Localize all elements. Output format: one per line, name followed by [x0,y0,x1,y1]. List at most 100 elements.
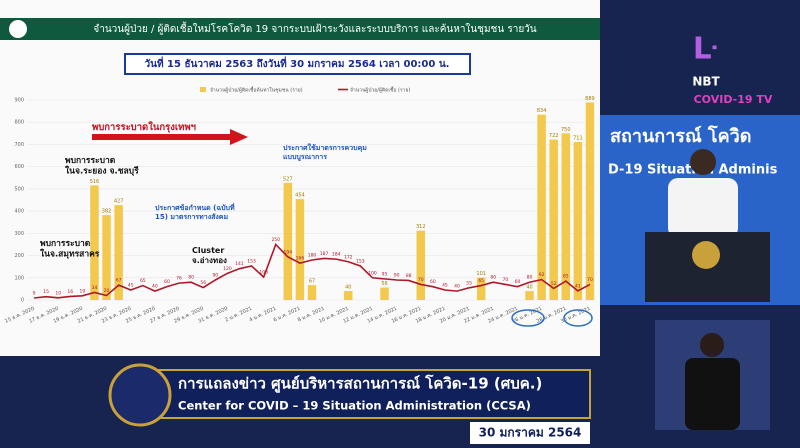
bar-value-label: 527 [283,176,293,182]
line-value-label: 153 [247,259,256,265]
bar-value-label: 889 [585,96,595,102]
bar-value-label: 40 [345,285,351,291]
line-value-label: 88 [406,273,412,279]
y-tick-label: 800 [14,120,24,126]
annotation: พบการระบาดในจ.สมุทรสาคร [40,239,100,260]
bar [283,182,293,300]
bar [537,114,546,301]
slide-header [0,18,600,40]
bar-value-label: 454 [295,193,305,199]
bar [90,185,99,300]
line-value-label: 80 [527,275,533,281]
bar [114,205,123,300]
line-value-label: 56 [200,280,206,286]
podium-emblem [692,241,720,269]
chart-title: จำนวนผู้ป่วย / ผู้ติดเชื้อใหม่โรคโควิด 1… [93,21,536,35]
line-value-label: 65 [478,278,484,284]
legend-label: จำนวนผู้ป่วย/ผู้ติดเชื้อ (ราย) [350,85,410,94]
line [33,242,591,299]
line-value-label: 60 [164,279,170,285]
bar [476,277,486,300]
y-tick-label: 400 [14,209,24,215]
bar-value-label: 382 [102,209,112,215]
bar-value-label: 67 [309,279,315,285]
bar [585,102,595,300]
line-value-label: 90 [212,273,218,279]
line-value-label: 52 [551,281,557,287]
annotation: พบการระบาดในกรุงเทพฯ [92,121,196,133]
subtitle-box [124,53,471,75]
y-tick-label: 500 [14,186,24,192]
line-value-label: 55 [466,280,472,286]
banner-date: 30 มกราคม 2564 [479,426,582,440]
line-value-label: 65 [140,278,146,284]
line-value-label: 60 [515,279,521,285]
line-value-label: 41 [575,283,581,289]
annotation: พบการระบาดในจ.ระยอง จ.ชลบุรี [65,156,139,177]
bar [561,133,571,300]
y-tick-label: 200 [14,253,24,259]
bar [380,287,389,300]
line-value-label: 19 [80,288,86,294]
line-value-label: 194 [284,249,293,255]
bar-value-label: 56 [381,281,387,287]
line-value-label: 250 [271,237,280,243]
bar [295,199,305,300]
line-value-label: 141 [235,261,244,267]
annotation-arrow [92,129,248,145]
line-value-label: 40 [454,284,460,290]
annotation: ประกาศข้อกำหนด (ฉบับที่ 15) มาตรการทางสัง… [155,202,235,221]
speaker-body [668,178,738,238]
line-value-label: 16 [67,289,73,295]
bar-value-label: 101 [476,271,486,277]
line-value-label: 45 [442,283,448,289]
channel-tag: COVID-19 TV [694,93,773,106]
line-value-label: 70 [587,277,593,283]
annotation: Cluster จ.อ่างทอง [192,246,227,265]
bar [102,215,111,300]
line-value-label: 187 [320,251,329,257]
line-value-label: 70 [418,277,424,283]
banner-title: การแถลงข่าว ศูนย์บริหารสถานการณ์ โควิด-1… [178,374,542,394]
line-value-label: 95 [382,271,388,277]
bar-value-label: 312 [416,224,426,230]
highlight-circle [563,309,593,327]
channel-logo: ᒷ [693,32,719,67]
backdrop-text: สถานการณ์ โควิด [610,125,751,147]
line-value-label: 90 [394,273,400,279]
banner-subtitle: Center for COVID – 19 Situation Administ… [178,399,531,413]
bar-value-label: 40 [526,285,532,291]
y-tick-label: 900 [14,98,24,104]
y-tick-label: 300 [14,231,24,237]
bar-value-label: 427 [114,199,124,205]
line-value-label: 9 [33,291,36,297]
line-value-label: 184 [332,252,341,258]
chart-subtitle: วันที่ 15 ธันวาคม 2563 ถึงวันที่ 30 มกรา… [145,56,450,70]
line-value-label: 40 [152,284,158,290]
line-value-label: 67 [116,278,122,284]
highlight-circle [511,309,545,327]
channel-name: NBT [692,75,720,89]
line-value-label: 20 [104,288,110,294]
line-value-label: 76 [176,276,182,282]
y-tick-label: 100 [14,275,24,281]
line-value-label: 10 [55,290,61,296]
y-tick-label: 600 [14,164,24,170]
bar-value-label: 722 [549,133,559,139]
bar [307,285,317,300]
bar-value-label: 516 [90,179,100,185]
speaker-head [690,149,716,175]
date-box [470,422,590,444]
legend-label: จำนวนผู้ป่วย/ผู้ติดเชื้อค้นหาในชุมชน (รา… [210,85,303,94]
y-tick-label: 700 [14,142,24,148]
line-value-label: 103 [259,270,268,276]
bar [416,230,425,300]
line-value-label: 80 [188,275,194,281]
line-value-label: 120 [223,266,232,272]
interpreter-head [700,333,724,357]
line-value-label: 85 [563,274,569,280]
bar-value-label: 711 [573,136,583,142]
interpreter-body [685,358,740,430]
